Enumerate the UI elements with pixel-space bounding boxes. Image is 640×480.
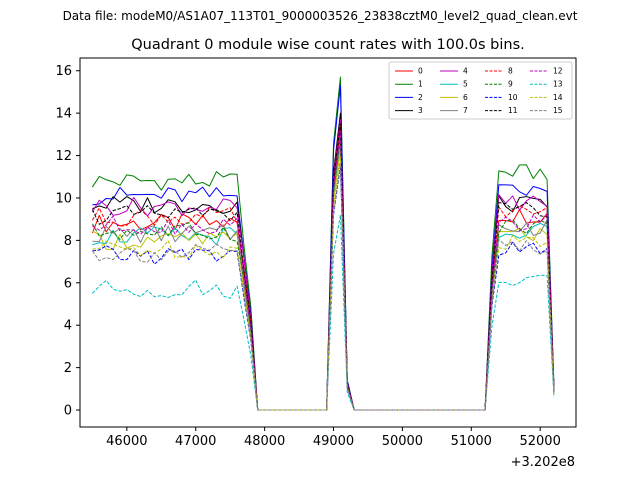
- axes-layer: 46000 47000 48000 49000 50000 51000 52000 0 2 4 6 8…: [55, 57, 577, 449]
- x-tick-label-50000: 50000: [382, 434, 423, 449]
- legend-label-13: 13: [553, 80, 563, 89]
- y-tick-label-4: 4: [64, 319, 72, 334]
- series-layer: [91, 76, 555, 411]
- legend-label-14: 14: [553, 93, 563, 102]
- x-tick-label-48000: 48000: [244, 434, 285, 449]
- legend-label-7: 7: [463, 106, 468, 115]
- x-tick-label-49000: 49000: [313, 434, 354, 449]
- axes-frame: [79, 57, 577, 428]
- legend-label-9: 9: [508, 80, 513, 89]
- x-tick-label-52000: 52000: [519, 434, 560, 449]
- legend-label-0: 0: [418, 67, 423, 76]
- y-tick-label-8: 8: [64, 234, 72, 249]
- x-tick-label-47000: 47000: [175, 434, 216, 449]
- legend-label-8: 8: [508, 67, 513, 76]
- legend-box: [388, 61, 573, 120]
- legend-label-2: 2: [418, 93, 423, 102]
- y-tick-label-14: 14: [55, 107, 72, 122]
- x-offset-label: +3.202e8: [511, 455, 575, 470]
- y-tick-label-0: 0: [64, 404, 72, 419]
- series-line-15: [91, 163, 555, 411]
- chart-suptitle: Data file: modeM0/AS1A07_113T01_90000035…: [63, 9, 578, 23]
- y-tick-label-16: 16: [55, 64, 72, 79]
- legend-label-5: 5: [463, 80, 468, 89]
- legend-label-3: 3: [418, 106, 423, 115]
- y-tick-label-12: 12: [55, 149, 72, 164]
- y-tick-label-10: 10: [55, 191, 72, 206]
- y-tick-label-6: 6: [64, 276, 72, 291]
- chart-title: Quadrant 0 module wise count rates with …: [131, 37, 525, 53]
- legend-label-10: 10: [508, 93, 518, 102]
- legend-label-1: 1: [418, 80, 423, 89]
- legend-label-15: 15: [553, 106, 563, 115]
- legend-label-11: 11: [508, 106, 518, 115]
- x-tick-label-46000: 46000: [106, 434, 147, 449]
- legend-label-12: 12: [553, 67, 563, 76]
- x-tick-label-51000: 51000: [451, 434, 492, 449]
- legend-label-6: 6: [463, 93, 468, 102]
- y-tick-label-2: 2: [64, 361, 72, 376]
- legend-label-4: 4: [463, 67, 468, 76]
